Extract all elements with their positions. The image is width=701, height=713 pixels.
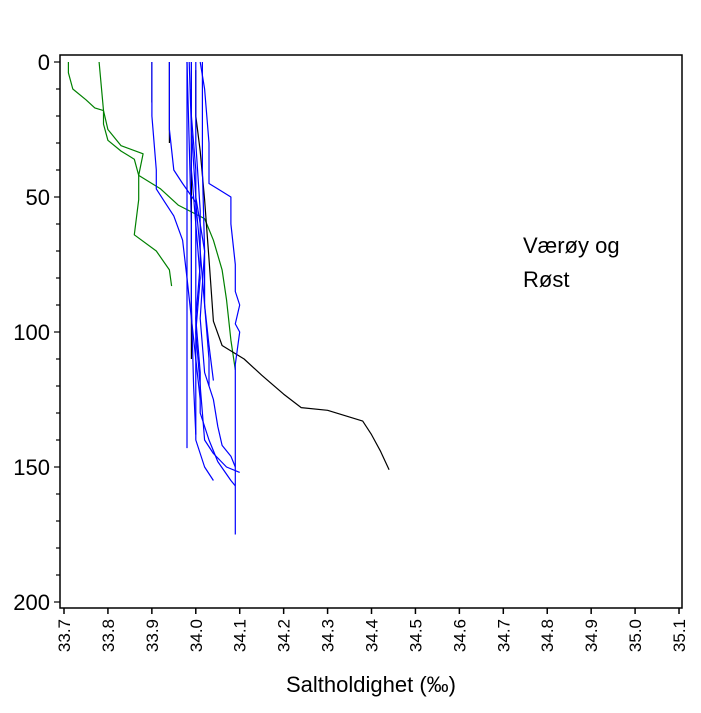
x-tick-label: 33.9 — [143, 619, 162, 652]
x-tick-label: 33.7 — [55, 619, 74, 652]
x-tick-label: 34.2 — [275, 619, 294, 652]
profile-line-green-2 — [98, 61, 173, 287]
y-tick-label: 50 — [26, 185, 50, 210]
x-tick-label: 34.8 — [538, 619, 557, 652]
x-tick-label: 34.1 — [231, 619, 250, 652]
x-tick-label: 34.7 — [494, 619, 513, 652]
y-tick-label: 150 — [13, 455, 50, 480]
x-tick-label: 34.3 — [319, 619, 338, 652]
x-tick-label: 34.0 — [187, 619, 206, 652]
y-tick-label: 200 — [13, 590, 50, 615]
x-tick-label: 33.8 — [99, 619, 118, 652]
x-tick-label: 34.4 — [363, 619, 382, 652]
x-tick-label: 34.5 — [406, 619, 425, 652]
profile-line-green-1 — [67, 62, 236, 370]
profile-line-blue-7 — [195, 62, 236, 487]
profile-line-blue-10 — [199, 62, 236, 468]
x-axis-label: Saltholdighet (‰) — [286, 672, 456, 697]
profile-line-blue-4 — [199, 61, 241, 535]
profile-line-blue-1 — [151, 62, 201, 400]
annotation-line-1: Værøy og — [523, 233, 620, 258]
x-tick-label: 34.9 — [582, 619, 601, 652]
y-tick-label: 100 — [13, 320, 50, 345]
x-tick-label: 34.6 — [450, 619, 469, 652]
x-tick-label: 35.1 — [670, 619, 689, 652]
profile-line-blue-9 — [186, 61, 197, 435]
annotation-line-2: Røst — [523, 267, 569, 292]
profile-line-black-1 — [195, 70, 390, 470]
profile-line-blue-8 — [190, 62, 214, 481]
y-tick-label: 0 — [38, 50, 50, 75]
x-tick-label: 35.0 — [626, 619, 645, 652]
